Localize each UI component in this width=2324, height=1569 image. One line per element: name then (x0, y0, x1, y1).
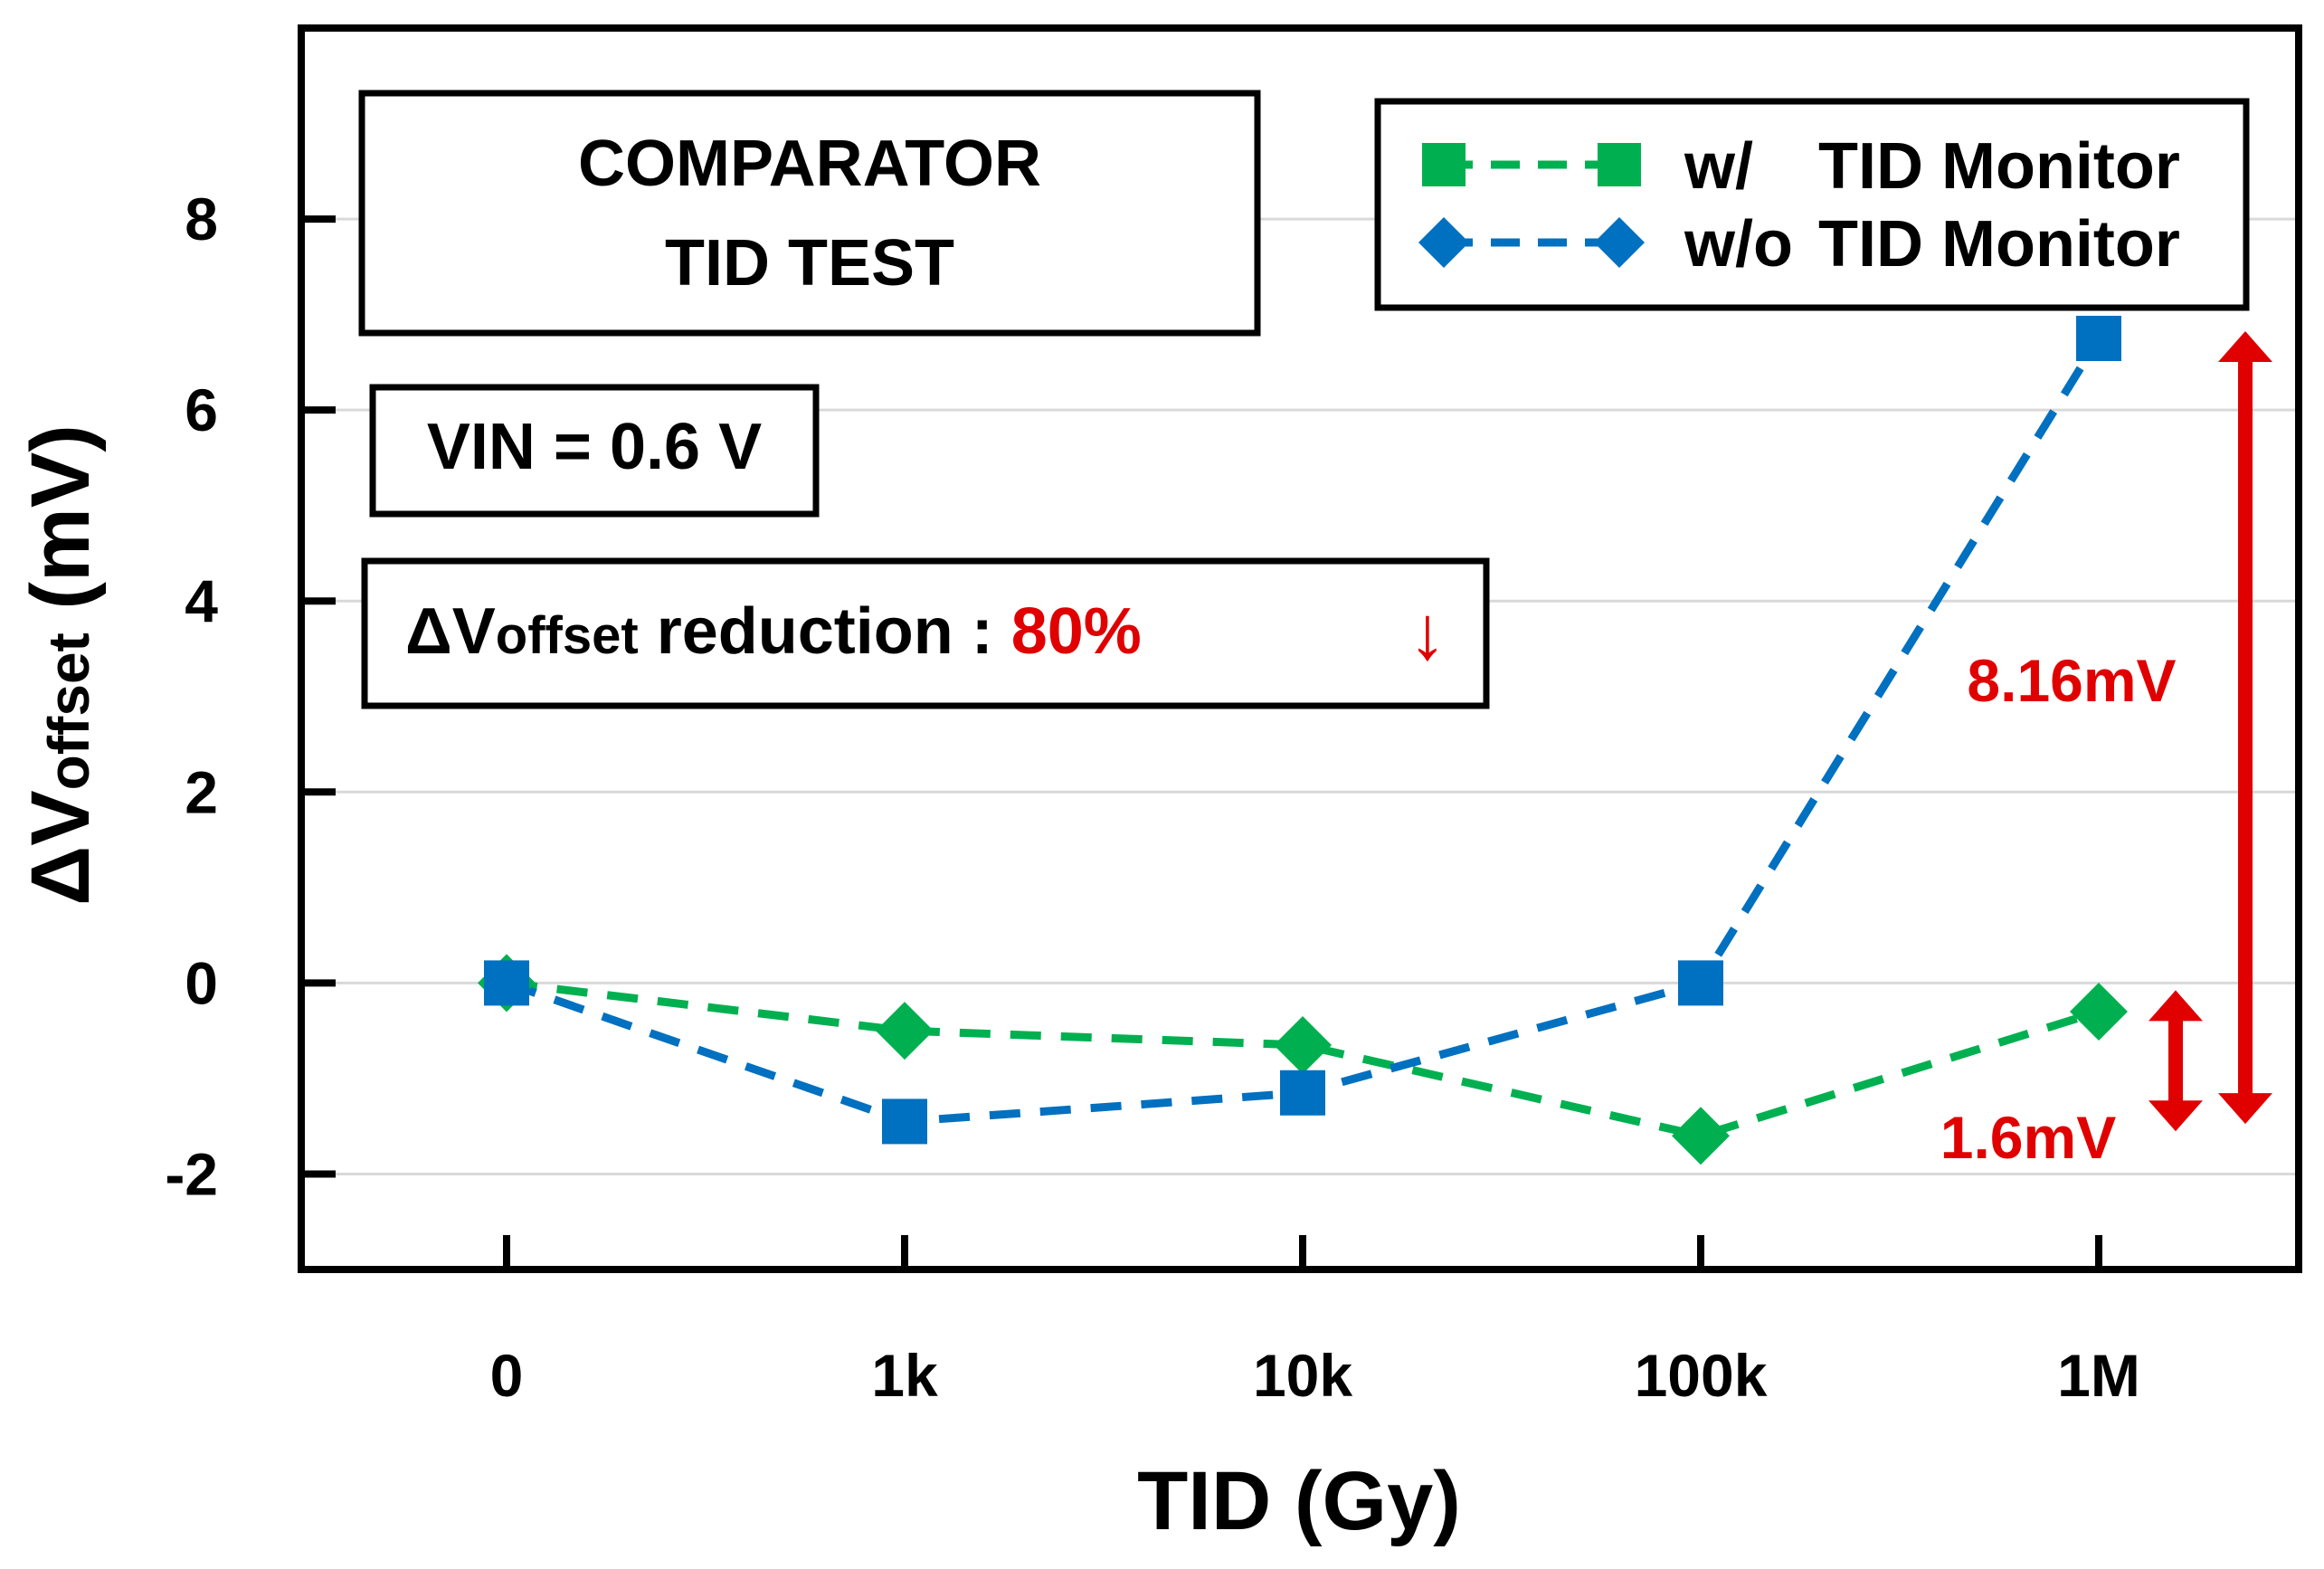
reduction-space (639, 595, 657, 668)
x-ticks: 0 1k 10k 100k 1M (490, 1235, 2140, 1409)
legend-entry-without-monitor: w/o TID Monitor (1418, 208, 2180, 281)
reduction-value: 80% (1011, 595, 1142, 668)
range-label-large: 8.16mV (1967, 647, 2176, 714)
data-point-without-monitor (882, 1098, 927, 1145)
y-tick-label: 2 (185, 758, 218, 825)
data-point-without-monitor (1678, 960, 1723, 1006)
reduction-box-frame (361, 557, 1490, 709)
data-point-with-monitor (876, 1002, 934, 1060)
y-axis-title-sub: offset (36, 632, 101, 790)
reduction-space-2 (993, 595, 1011, 668)
legend-label-without-prefix: w/o (1684, 208, 1793, 281)
data-point-with-monitor (1274, 1015, 1332, 1074)
y-tick-label: 4 (185, 567, 218, 634)
data-point-without-monitor (1280, 1070, 1325, 1116)
x-tick-label: 1k (871, 1342, 938, 1409)
data-point-with-monitor (2070, 983, 2128, 1041)
range-arrow-small-head-up (2149, 990, 2203, 1022)
y-ticks: -2 0 2 4 6 8 (165, 185, 336, 1207)
y-axis-title-space (14, 610, 107, 633)
condition-box-frame (369, 384, 820, 518)
title-box: COMPARATOR TID TEST (358, 90, 1261, 337)
range-annotations: 8.16mV 1.6mV (1940, 331, 2272, 1171)
x-tick-label: 10k (1253, 1342, 1352, 1409)
y-tick-label: 8 (185, 185, 218, 252)
reduction-text: ΔVoffset reduction : 80% (405, 595, 1142, 668)
legend-label-with-prefix: w/ (1684, 130, 1753, 203)
x-tick-label: 100k (1635, 1342, 1768, 1409)
x-axis-title: TID (Gy) (1137, 1455, 1461, 1547)
y-axis-title: ΔVoffset (mV) (14, 424, 107, 906)
condition-text: VIN = 0.6 V (427, 411, 762, 483)
y-tick-label: 0 (185, 949, 218, 1016)
legend-label-with-suffix: TID Monitor (1818, 130, 2180, 203)
legend-marker-diamond (1418, 217, 1469, 268)
legend-marker-square (1598, 143, 1641, 186)
chart-title-line-1: COMPARATOR (578, 128, 1041, 200)
legend-entry-with-monitor: w/ TID Monitor (1422, 130, 2180, 203)
reduction-arrow: ↓ (1409, 590, 1447, 675)
series-line-with-monitor (506, 978, 2101, 1140)
data-point-without-monitor (484, 960, 529, 1006)
legend-marker-diamond (1594, 217, 1645, 268)
x-tick-label: 1M (2057, 1342, 2140, 1409)
series-layer (478, 316, 2128, 1165)
reduction-sub: offset (496, 606, 639, 665)
legend: w/ TID Monitor w/o TID Monitor (1374, 98, 2250, 311)
x-tick-label: 0 (490, 1342, 524, 1409)
data-point-with-monitor (1672, 1107, 1730, 1165)
y-axis-title-unit: (mV) (14, 424, 107, 609)
reduction-label: reduction : (657, 595, 993, 668)
legend-label-without-suffix: TID Monitor (1818, 208, 2180, 281)
range-arrow-small-head-down (2149, 1100, 2203, 1132)
legend-frame (1374, 98, 2250, 311)
title-box-frame (358, 90, 1261, 337)
range-arrow-large-head-down (2218, 1093, 2272, 1125)
data-point-without-monitor (2076, 316, 2121, 361)
y-axis-title-main: ΔV (14, 790, 107, 906)
y-tick-label: 6 (185, 376, 218, 443)
range-label-small: 1.6mV (1940, 1104, 2116, 1171)
condition-box: VIN = 0.6 V (369, 384, 820, 518)
chart-title-line-2: TID TEST (665, 227, 954, 300)
range-arrow-large-head-up (2218, 331, 2272, 362)
legend-marker-square (1422, 143, 1466, 186)
reduction-prefix: ΔV (405, 595, 496, 668)
reduction-box: ΔVoffset reduction : 80% ↓ (361, 557, 1490, 709)
y-tick-label: -2 (165, 1140, 218, 1207)
